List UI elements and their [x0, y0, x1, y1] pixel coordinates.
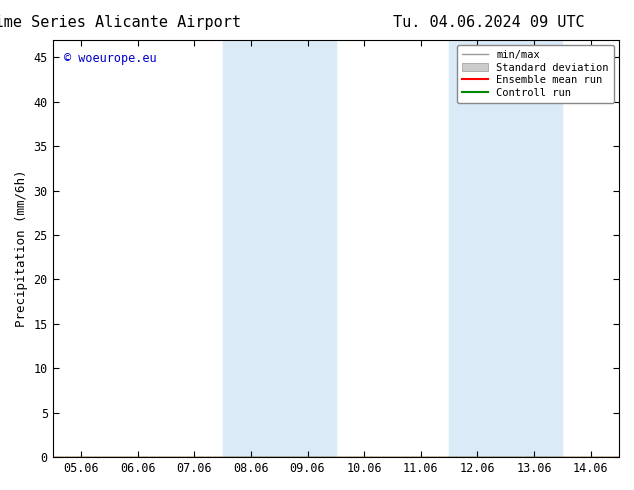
Text: ENS Time Series Alicante Airport: ENS Time Series Alicante Airport [0, 15, 241, 30]
Y-axis label: Precipitation (mm/6h): Precipitation (mm/6h) [15, 170, 28, 327]
Text: © woeurope.eu: © woeurope.eu [64, 52, 157, 65]
Text: Tu. 04.06.2024 09 UTC: Tu. 04.06.2024 09 UTC [393, 15, 585, 30]
Bar [449, 40, 562, 457]
Bar [223, 40, 336, 457]
Legend: min/max, Standard deviation, Ensemble mean run, Controll run: min/max, Standard deviation, Ensemble me… [456, 45, 614, 103]
